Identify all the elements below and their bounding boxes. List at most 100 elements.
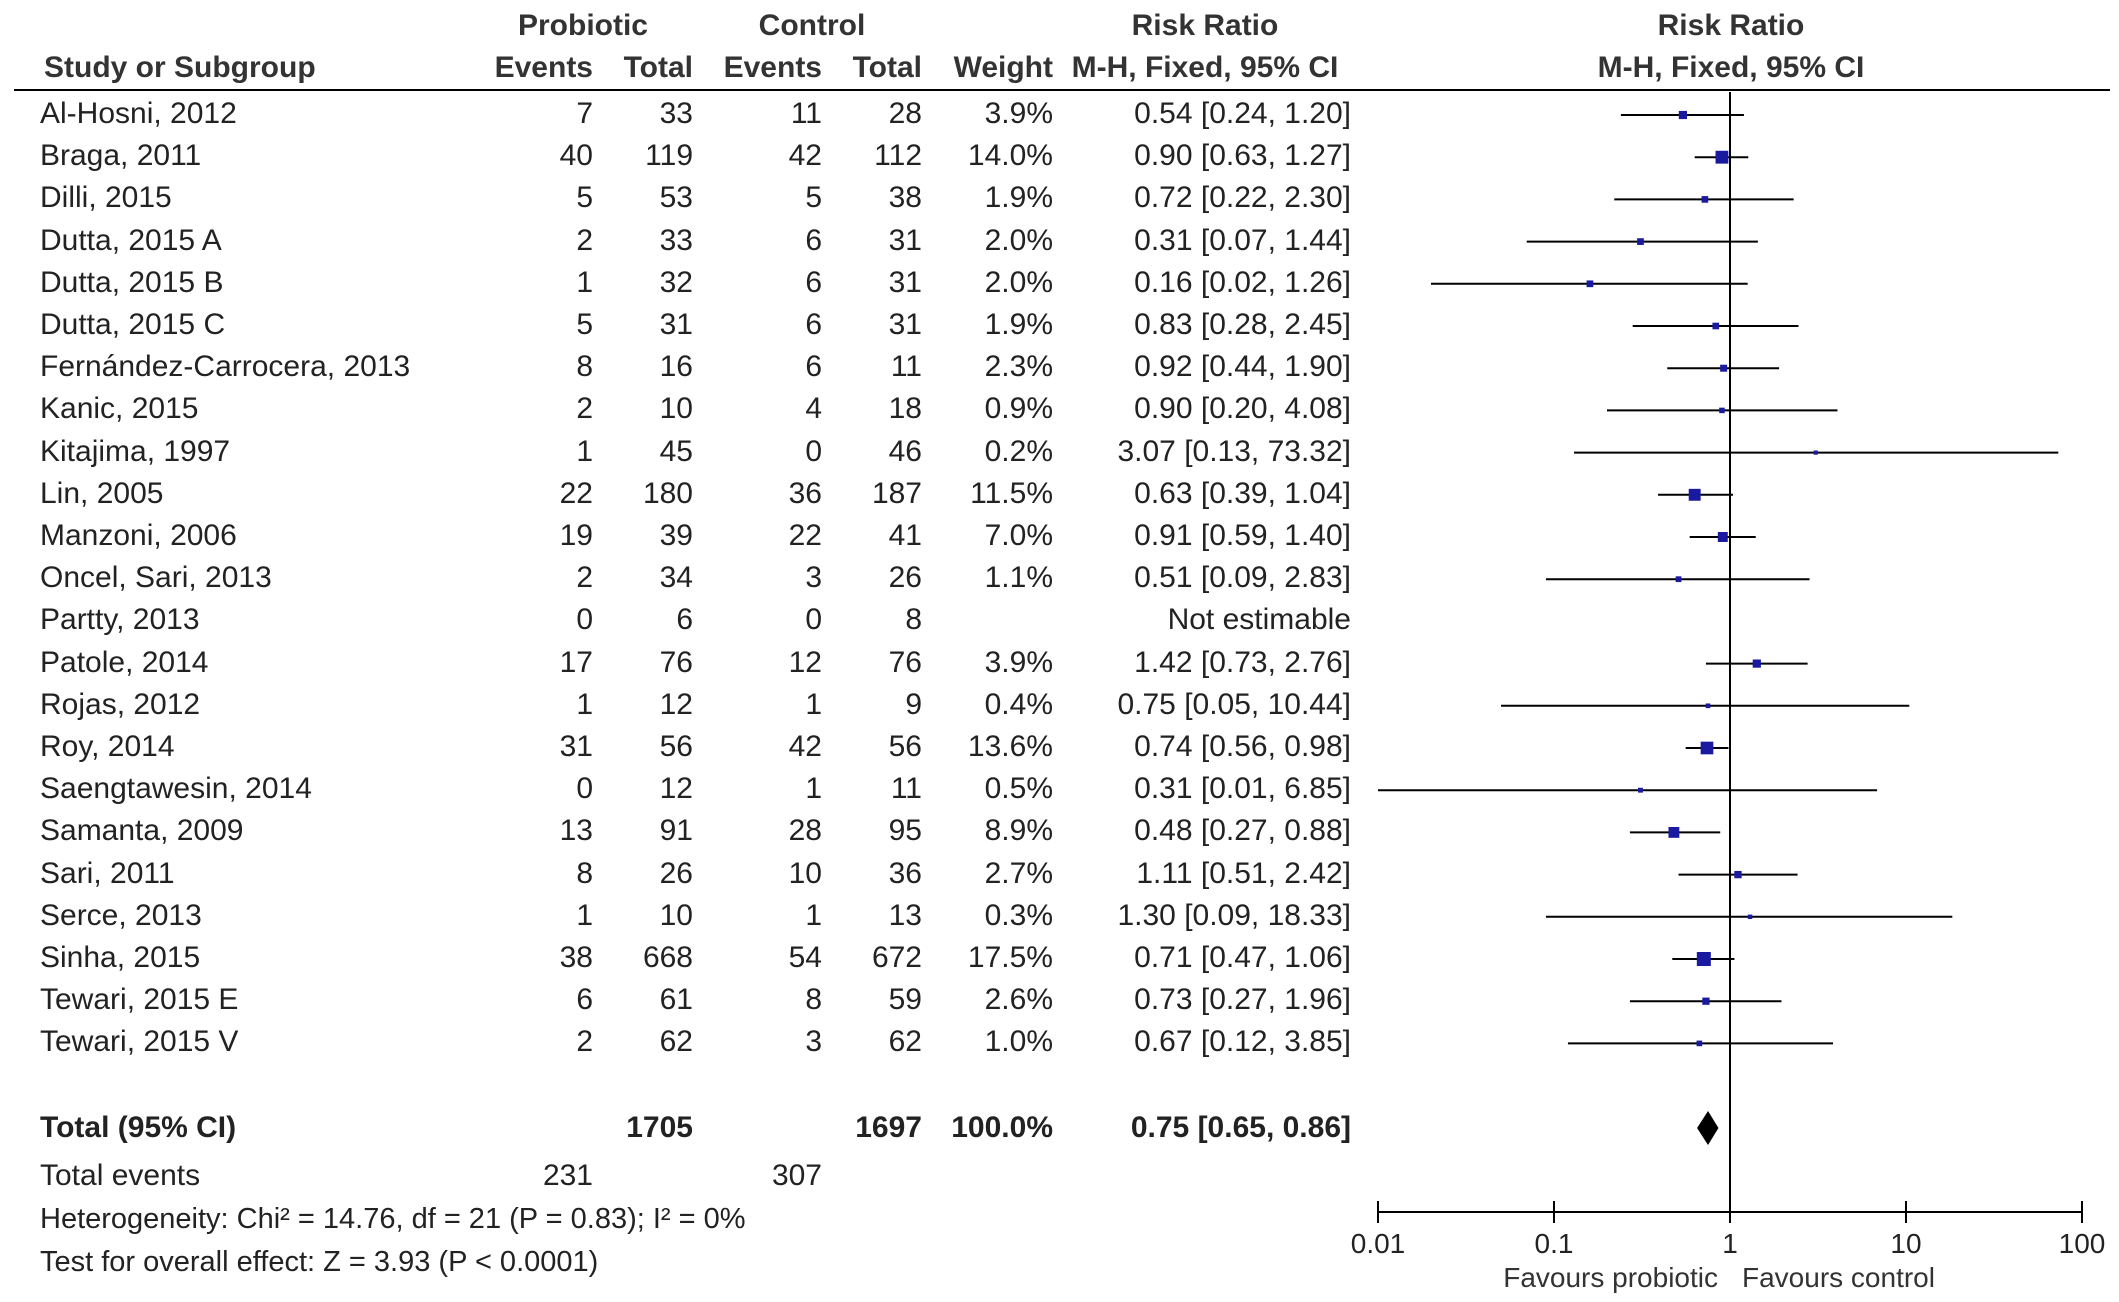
summary-diamond xyxy=(1697,1111,1719,1145)
total-control-sum: 1697 xyxy=(855,1111,922,1144)
events-control: 6 xyxy=(805,350,822,384)
study-weight: 2.0% xyxy=(984,223,1053,257)
events-control: 11 xyxy=(790,97,822,130)
study-ci-text: 0.73 [0.27, 1.96] xyxy=(1134,983,1351,1017)
events-probiotic: 1 xyxy=(576,898,593,932)
events-control: 42 xyxy=(788,730,822,763)
events-probiotic: 2 xyxy=(576,561,593,595)
total-control: 18 xyxy=(888,392,922,426)
x-tick-label: 1 xyxy=(1722,1228,1738,1259)
events-probiotic: 31 xyxy=(559,730,593,763)
total-control: 13 xyxy=(888,898,922,932)
events-control: 22 xyxy=(788,519,822,552)
effect-marker xyxy=(1701,196,1709,203)
total-probiotic: 180 xyxy=(642,476,693,510)
header-risk-ratio: Risk Ratio xyxy=(1131,9,1279,42)
events-probiotic: 17 xyxy=(559,645,593,679)
study-ci-text: 0.71 [0.47, 1.06] xyxy=(1134,941,1351,974)
total-control: 112 xyxy=(874,139,922,173)
total-events-probiotic: 231 xyxy=(542,1159,593,1192)
total-weight: 100.0% xyxy=(951,1111,1053,1144)
study-weight: 3.9% xyxy=(984,97,1053,130)
study-weight: 0.9% xyxy=(984,392,1053,426)
total-probiotic: 119 xyxy=(645,139,693,173)
study-weight: 2.3% xyxy=(984,350,1053,384)
total-control: 26 xyxy=(888,561,922,595)
study-ci-text: 1.11 [0.51, 2.42] xyxy=(1136,856,1351,890)
effect-marker xyxy=(1702,997,1710,1005)
total-control: 62 xyxy=(888,1025,922,1059)
effect-marker xyxy=(1696,1040,1703,1047)
study-name: Roy, 2014 xyxy=(40,730,175,763)
study-name: Samanta, 2009 xyxy=(40,814,244,848)
total-probiotic: 10 xyxy=(659,392,693,426)
total-control: 41 xyxy=(888,519,922,552)
study-ci-text: 0.54 [0.24, 1.20] xyxy=(1134,97,1351,130)
study-ci-text: 0.16 [0.02, 1.26] xyxy=(1134,265,1351,299)
study-ci-text: 0.74 [0.56, 0.98] xyxy=(1134,730,1351,763)
study-weight: 1.1% xyxy=(984,561,1053,595)
total-probiotic: 76 xyxy=(659,645,693,679)
study-name: Saengtawesin, 2014 xyxy=(40,772,312,806)
total-probiotic: 668 xyxy=(642,941,693,974)
study-name: Dutta, 2015 A xyxy=(40,223,222,257)
favours-right-label: Favours control xyxy=(1742,1262,1935,1293)
total-control: 9 xyxy=(905,687,922,721)
total-probiotic: 61 xyxy=(659,983,693,1017)
total-control: 31 xyxy=(888,308,922,341)
total-control: 11 xyxy=(890,350,922,384)
header-weight: Weight xyxy=(953,51,1053,84)
study-name: Tewari, 2015 V xyxy=(40,1025,239,1059)
total-events-label: Total events xyxy=(40,1159,201,1192)
study-name: Kitajima, 1997 xyxy=(40,434,231,468)
study-weight: 14.0% xyxy=(967,139,1053,173)
study-ci-text: 0.90 [0.63, 1.27] xyxy=(1134,139,1351,173)
x-tick-label: 100 xyxy=(2058,1228,2106,1259)
x-tick-label: 0.1 xyxy=(1534,1228,1574,1259)
effect-marker xyxy=(1705,703,1711,709)
header-events-probiotic: Events xyxy=(494,51,593,84)
study-name: Manzoni, 2006 xyxy=(40,519,237,552)
study-ci-text: 0.31 [0.07, 1.44] xyxy=(1134,223,1351,257)
events-control: 12 xyxy=(788,645,822,679)
events-control: 42 xyxy=(788,139,822,173)
x-tick-label: 0.01 xyxy=(1350,1228,1406,1259)
x-tick-label: 10 xyxy=(1890,1228,1922,1259)
effect-marker xyxy=(1813,450,1818,455)
study-weight: 3.9% xyxy=(984,645,1053,679)
effect-marker xyxy=(1752,659,1761,668)
study-name: Dilli, 2015 xyxy=(40,181,172,215)
events-control: 4 xyxy=(805,392,822,426)
header-events-control: Events xyxy=(723,51,822,84)
study-weight: 0.2% xyxy=(984,434,1053,468)
study-ci-text: 0.92 [0.44, 1.90] xyxy=(1134,350,1351,384)
events-control: 6 xyxy=(805,223,822,257)
effect-marker xyxy=(1720,364,1728,372)
total-control: 46 xyxy=(888,434,922,468)
study-weight: 8.9% xyxy=(984,814,1053,848)
study-weight: 11.5% xyxy=(970,476,1053,510)
events-control: 6 xyxy=(805,265,822,299)
total-control: 59 xyxy=(888,983,922,1017)
events-probiotic: 0 xyxy=(576,603,593,637)
total-control: 8 xyxy=(905,603,922,637)
header-probiotic: Probiotic xyxy=(517,9,648,42)
total-probiotic: 12 xyxy=(659,772,693,806)
effect-marker xyxy=(1586,280,1594,288)
study-ci-text: 0.83 [0.28, 2.45] xyxy=(1134,308,1351,341)
study-name: Serce, 2013 xyxy=(40,898,202,932)
study-name: Fernández-Carrocera, 2013 xyxy=(40,350,411,384)
total-control: 11 xyxy=(890,772,922,806)
study-weight: 1.9% xyxy=(984,308,1053,341)
total-probiotic: 32 xyxy=(659,265,693,299)
total-probiotic: 12 xyxy=(659,687,693,721)
effect-marker xyxy=(1715,150,1729,164)
events-control: 36 xyxy=(788,476,822,510)
total-probiotic-sum: 1705 xyxy=(626,1111,693,1144)
effect-marker xyxy=(1668,826,1680,838)
events-control: 8 xyxy=(805,983,822,1017)
effect-marker xyxy=(1678,110,1687,120)
total-probiotic: 62 xyxy=(659,1025,693,1059)
total-control: 31 xyxy=(888,223,922,257)
